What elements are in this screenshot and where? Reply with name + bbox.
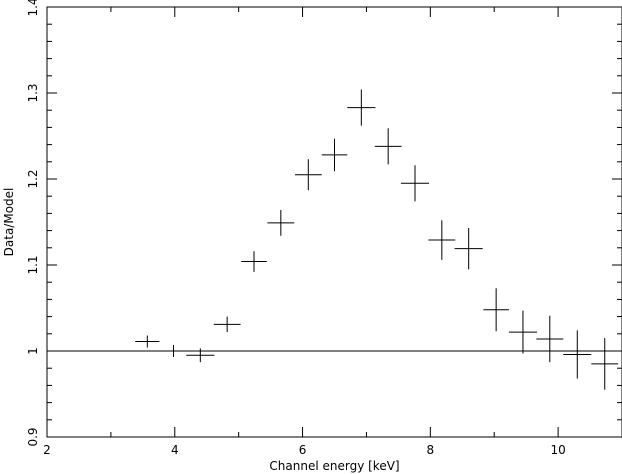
x-tick-label: 8 bbox=[427, 443, 435, 457]
data-point bbox=[400, 165, 430, 202]
y-tick-label: 1.2 bbox=[26, 169, 40, 188]
y-tick-label: 1 bbox=[26, 347, 40, 355]
data-point bbox=[347, 89, 376, 126]
data-point bbox=[374, 128, 402, 165]
data-point bbox=[508, 310, 538, 354]
data-point bbox=[454, 228, 483, 270]
x-tick-label: 6 bbox=[299, 443, 307, 457]
data-point bbox=[294, 159, 322, 191]
data-points bbox=[135, 89, 619, 390]
x-axis-ticks: 2 4 6 8 10 bbox=[43, 7, 622, 457]
data-point bbox=[267, 209, 295, 236]
data-point bbox=[563, 330, 592, 379]
x-axis-label: Channel energy [keV] bbox=[269, 459, 399, 473]
x-tick-label: 10 bbox=[550, 443, 565, 457]
y-tick-label: 1.3 bbox=[26, 83, 40, 102]
y-axis-label: Data/Model bbox=[2, 188, 16, 257]
data-point bbox=[483, 288, 509, 332]
plot-frame bbox=[46, 6, 622, 438]
x-tick-label: 2 bbox=[43, 443, 51, 457]
data-point bbox=[186, 348, 215, 363]
data-point bbox=[241, 251, 267, 272]
data-point bbox=[591, 338, 619, 390]
y-tick-label: 1.4 bbox=[26, 0, 40, 17]
y-axis-ticks: 0.9 1 1.1 1.2 1.3 1.4 bbox=[26, 0, 622, 447]
y-tick-label: 0.9 bbox=[26, 427, 40, 446]
data-point bbox=[135, 335, 160, 348]
x-tick-label: 4 bbox=[171, 443, 179, 457]
data-point bbox=[536, 315, 564, 363]
data-point bbox=[428, 220, 456, 260]
data-point bbox=[160, 344, 187, 358]
y-tick-label: 1.1 bbox=[26, 255, 40, 274]
data-point bbox=[321, 138, 348, 172]
data-point bbox=[213, 316, 241, 333]
